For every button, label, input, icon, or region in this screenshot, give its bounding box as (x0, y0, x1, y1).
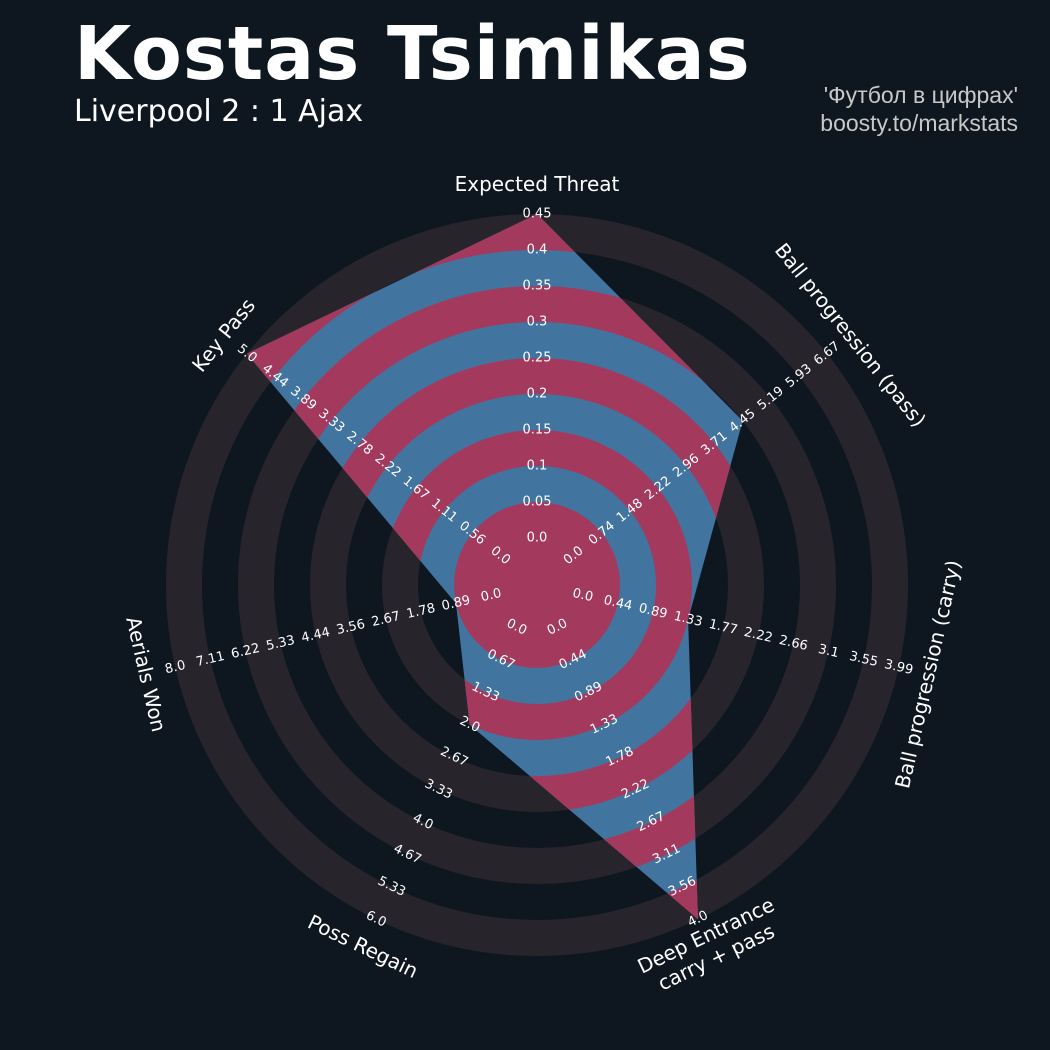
tick-label: 0.44 (602, 593, 634, 614)
tick-label: 0.35 (523, 279, 552, 294)
polygon-ring-1 (454, 502, 620, 668)
tick-label: 6.22 (230, 641, 262, 662)
credit-url: boosty.to/markstats (820, 110, 1018, 136)
polygon-center-disc (490, 538, 584, 632)
tick-label: 0.05 (523, 495, 552, 510)
tick-label: 8.0 (164, 658, 188, 677)
tick-label: 4.44 (300, 625, 332, 646)
tick-label: 3.1 (817, 642, 841, 661)
tick-label: 0.2 (527, 387, 548, 402)
tick-label: 2.22 (743, 625, 775, 646)
tick-label: 0.0 (527, 531, 548, 546)
tick-label: 5.33 (265, 633, 297, 654)
tick-label: 2.67 (370, 609, 402, 630)
tick-label: 0.15 (523, 423, 552, 438)
tick-label: 0.0 (479, 586, 503, 605)
param-label: Expected Threat (455, 172, 620, 196)
tick-label: 1.77 (707, 617, 739, 638)
tick-label: 3.56 (335, 617, 367, 638)
tick-label: 1.78 (405, 601, 437, 622)
param-label: Aerials Won (121, 614, 171, 734)
tick-label: 0.89 (440, 593, 472, 614)
tick-label: 7.11 (195, 649, 227, 670)
match-score-subtitle: Liverpool 2 : 1 Ajax (74, 94, 364, 129)
tick-label: 0.89 (637, 601, 669, 622)
tick-label: 1.33 (672, 609, 704, 630)
tick-label: 3.99 (883, 657, 915, 678)
tick-label: 0.25 (523, 351, 552, 366)
tick-label: 0.1 (527, 459, 548, 474)
credit-source: 'Футбол в цифрах' (823, 82, 1018, 108)
tick-label: 0.3 (527, 315, 548, 330)
player-name-title: Kostas Tsimikas (74, 11, 751, 97)
tick-label: 0.0 (571, 586, 595, 605)
tick-label: 0.45 (523, 207, 552, 222)
tick-label: 3.55 (848, 649, 880, 670)
tick-label: 0.4 (527, 243, 548, 258)
polygon-ring-5 (246, 214, 743, 920)
tick-label: 2.66 (778, 633, 810, 654)
